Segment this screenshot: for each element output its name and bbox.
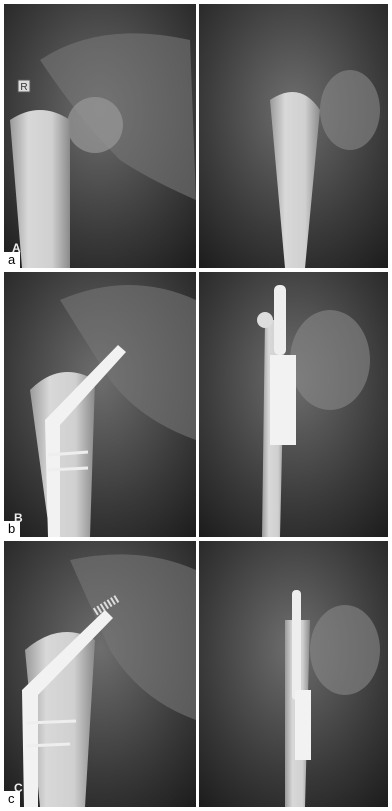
implant bbox=[22, 610, 113, 807]
femur-lateral bbox=[270, 92, 320, 268]
pelvis bbox=[70, 554, 196, 720]
soft-tissue bbox=[290, 310, 370, 410]
row-a: R A a bbox=[4, 4, 388, 268]
row-c: C c bbox=[4, 541, 388, 807]
soft-tissue bbox=[320, 70, 380, 150]
screw bbox=[47, 450, 89, 457]
label-box bbox=[4, 521, 20, 537]
panel-marker: B bbox=[14, 511, 23, 525]
panel-marker: C bbox=[14, 781, 23, 795]
implant-plate bbox=[270, 355, 296, 445]
implant bbox=[45, 345, 126, 537]
screw bbox=[47, 466, 89, 472]
label-box bbox=[4, 252, 20, 268]
screw bbox=[25, 742, 71, 748]
label-box bbox=[4, 791, 20, 807]
panel-label: c bbox=[8, 791, 15, 806]
panel-marker: A bbox=[12, 241, 21, 255]
screw-thread bbox=[92, 594, 121, 616]
implant bbox=[274, 285, 286, 355]
row-b: B b bbox=[4, 272, 388, 537]
femoral-head bbox=[67, 97, 123, 153]
side-marker: R bbox=[20, 82, 27, 93]
panel-label: a bbox=[8, 252, 16, 267]
panel-label: b bbox=[8, 521, 15, 536]
side-marker-box bbox=[17, 79, 31, 93]
femur bbox=[10, 110, 70, 268]
implant-plate bbox=[295, 690, 311, 760]
implant bbox=[292, 590, 301, 700]
screw bbox=[25, 719, 77, 725]
soft-tissue bbox=[310, 605, 380, 695]
screw-head bbox=[257, 312, 273, 328]
pelvis bbox=[60, 285, 196, 440]
